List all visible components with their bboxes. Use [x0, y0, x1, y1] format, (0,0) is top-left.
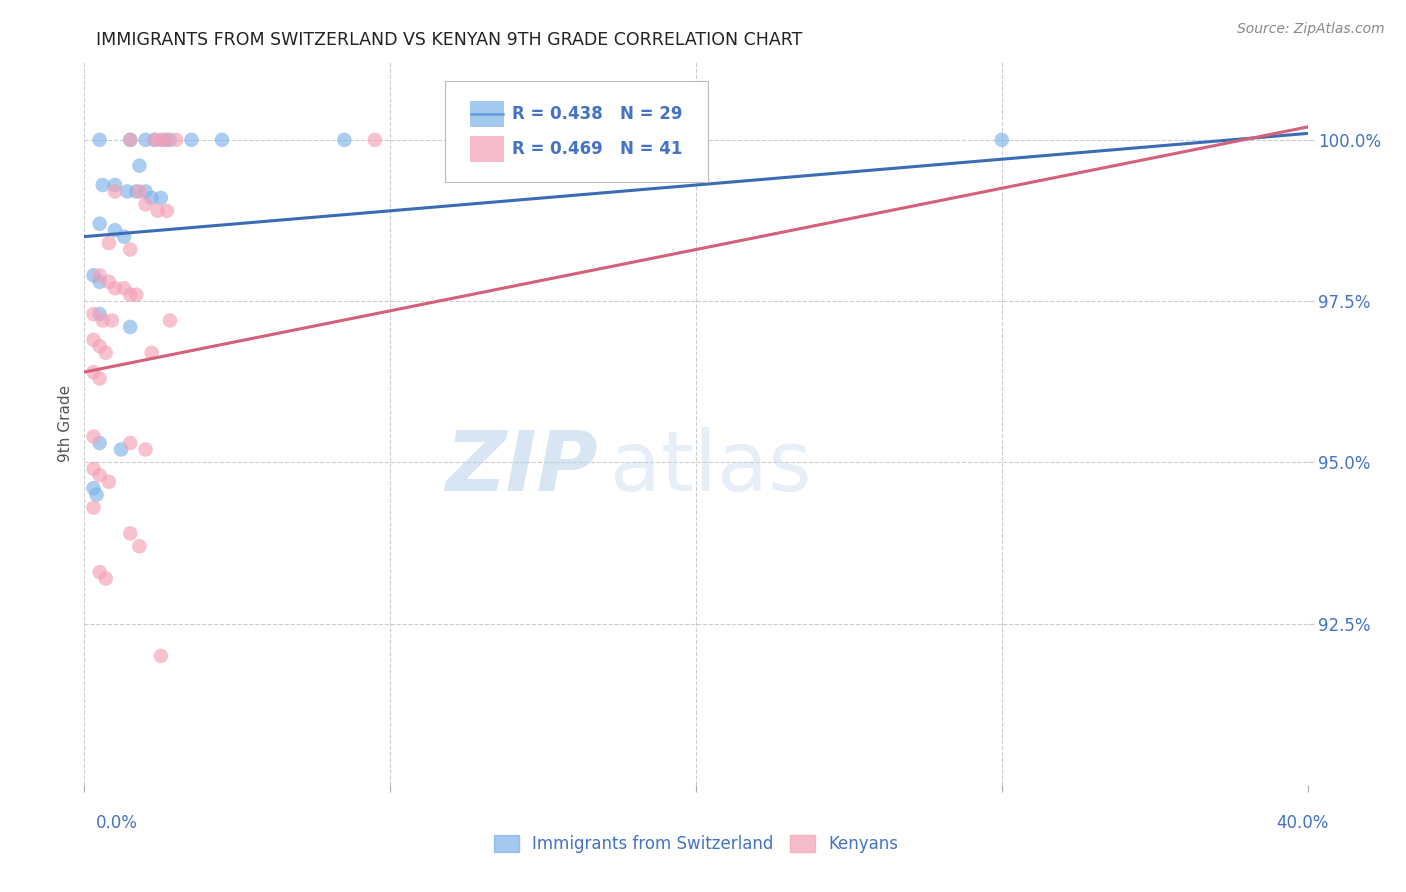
Point [120, 436, 142, 450]
Point [112, 229, 135, 244]
Point [89, 133, 111, 147]
Text: atlas: atlas [610, 426, 813, 508]
Point [125, 185, 148, 199]
Point [135, 442, 157, 457]
Point [86, 488, 108, 502]
Text: ZIP: ZIP [446, 426, 598, 508]
Point [146, 203, 169, 218]
Point [83, 333, 105, 347]
Point [89, 275, 111, 289]
Text: 0.0%: 0.0% [96, 814, 138, 831]
Point [83, 268, 105, 283]
Point [83, 365, 105, 379]
Point [94, 572, 117, 586]
Point [89, 307, 111, 321]
Point [165, 133, 187, 147]
Point [83, 481, 105, 495]
Point [143, 133, 166, 147]
Point [89, 217, 111, 231]
Point [94, 345, 117, 359]
Point [91, 178, 114, 192]
Text: 40.0%: 40.0% [1277, 814, 1329, 831]
Point [143, 133, 166, 147]
Point [104, 223, 127, 237]
Point [180, 133, 202, 147]
FancyBboxPatch shape [446, 80, 709, 182]
Point [156, 203, 179, 218]
Point [149, 648, 172, 663]
Point [159, 313, 181, 327]
Point [83, 307, 105, 321]
Point [135, 133, 157, 147]
Point [364, 133, 387, 147]
Point [83, 429, 105, 443]
Point [89, 371, 111, 385]
Point [120, 287, 142, 301]
Point [104, 185, 127, 199]
Point [89, 268, 111, 283]
Y-axis label: 9th Grade: 9th Grade [58, 385, 73, 462]
Text: IMMIGRANTS FROM SWITZERLAND VS KENYAN 9TH GRADE CORRELATION CHART: IMMIGRANTS FROM SWITZERLAND VS KENYAN 9T… [96, 31, 801, 49]
Point [83, 500, 105, 515]
Point [110, 442, 132, 457]
Point [89, 565, 111, 579]
Point [128, 539, 150, 553]
Text: R = 0.469   N = 41: R = 0.469 N = 41 [513, 140, 683, 158]
Point [97, 475, 120, 489]
Point [91, 313, 114, 327]
Point [97, 235, 120, 250]
FancyBboxPatch shape [470, 136, 503, 162]
FancyBboxPatch shape [470, 102, 503, 128]
Point [89, 468, 111, 483]
Point [89, 436, 111, 450]
Point [120, 526, 142, 541]
Point [141, 191, 163, 205]
Point [149, 133, 172, 147]
Point [112, 281, 135, 295]
Point [120, 133, 142, 147]
Point [135, 185, 157, 199]
Point [211, 133, 233, 147]
Point [153, 133, 176, 147]
Point [104, 281, 127, 295]
Point [97, 275, 120, 289]
Point [120, 320, 142, 334]
Point [149, 191, 172, 205]
Text: Source: ZipAtlas.com: Source: ZipAtlas.com [1237, 22, 1385, 37]
Point [120, 243, 142, 257]
Point [125, 287, 148, 301]
Point [128, 159, 150, 173]
Legend: Immigrants from Switzerland, Kenyans: Immigrants from Switzerland, Kenyans [486, 828, 905, 860]
Point [83, 462, 105, 476]
Point [156, 133, 179, 147]
Point [135, 197, 157, 211]
Point [104, 178, 127, 192]
Point [159, 133, 181, 147]
Point [141, 345, 163, 359]
Point [120, 133, 142, 147]
Point [101, 313, 124, 327]
Point [89, 339, 111, 353]
Point [115, 185, 138, 199]
Point [128, 185, 150, 199]
Text: R = 0.438   N = 29: R = 0.438 N = 29 [513, 105, 683, 123]
Point [333, 133, 356, 147]
Point [991, 133, 1014, 147]
